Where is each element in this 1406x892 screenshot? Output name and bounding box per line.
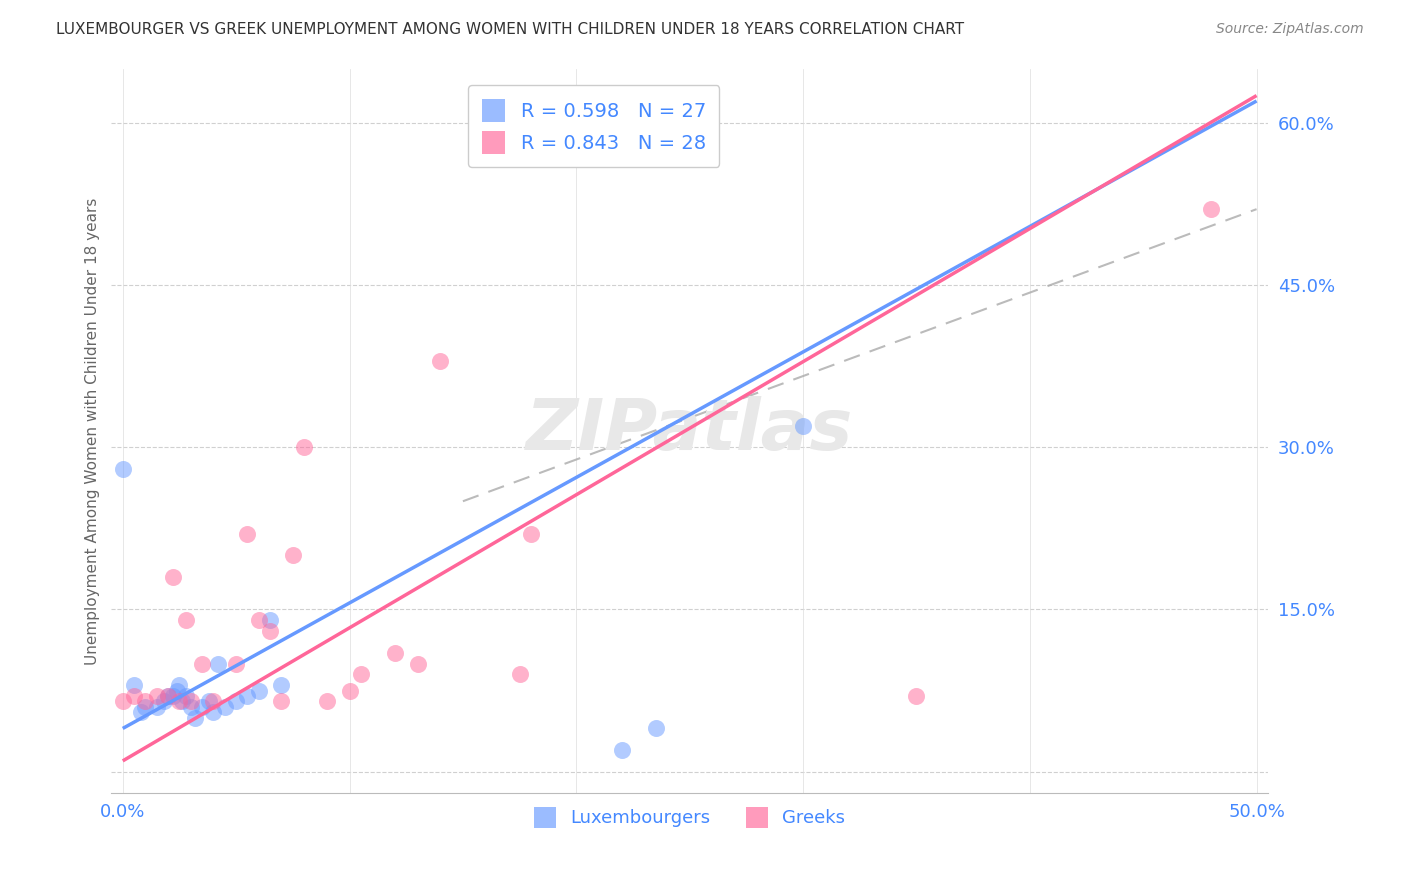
Point bbox=[905, 689, 928, 703]
Point bbox=[350, 667, 373, 681]
Point bbox=[134, 694, 156, 708]
Point bbox=[157, 689, 180, 703]
Point bbox=[169, 678, 191, 692]
Point bbox=[166, 683, 188, 698]
Point bbox=[122, 689, 145, 703]
Text: ZIPatlas: ZIPatlas bbox=[526, 396, 853, 466]
Point bbox=[1199, 202, 1222, 216]
Point bbox=[225, 694, 247, 708]
Point bbox=[259, 613, 281, 627]
Point bbox=[644, 722, 666, 736]
Point bbox=[270, 694, 292, 708]
Point bbox=[339, 683, 361, 698]
Point bbox=[292, 440, 315, 454]
Point bbox=[170, 694, 193, 708]
Point bbox=[198, 694, 221, 708]
Point bbox=[174, 613, 197, 627]
Point bbox=[184, 711, 207, 725]
Point bbox=[162, 570, 184, 584]
Point bbox=[610, 743, 633, 757]
Point bbox=[191, 657, 214, 671]
Point bbox=[174, 689, 197, 703]
Point bbox=[214, 699, 236, 714]
Point bbox=[169, 694, 191, 708]
Point bbox=[384, 646, 406, 660]
Point bbox=[247, 683, 270, 698]
Text: LUXEMBOURGER VS GREEK UNEMPLOYMENT AMONG WOMEN WITH CHILDREN UNDER 18 YEARS CORR: LUXEMBOURGER VS GREEK UNEMPLOYMENT AMONG… bbox=[56, 22, 965, 37]
Point bbox=[281, 549, 304, 563]
Point bbox=[145, 699, 167, 714]
Point bbox=[792, 418, 814, 433]
Point bbox=[191, 699, 214, 714]
Point bbox=[509, 667, 531, 681]
Point bbox=[247, 613, 270, 627]
Point bbox=[111, 462, 134, 476]
Point bbox=[406, 657, 429, 671]
Point bbox=[429, 353, 451, 368]
Point bbox=[162, 689, 184, 703]
Point bbox=[236, 526, 259, 541]
Y-axis label: Unemployment Among Women with Children Under 18 years: Unemployment Among Women with Children U… bbox=[86, 197, 100, 665]
Point bbox=[134, 699, 156, 714]
Point bbox=[259, 624, 281, 638]
Point bbox=[315, 694, 337, 708]
Point bbox=[520, 526, 543, 541]
Point bbox=[207, 657, 229, 671]
Legend: Luxembourgers, Greeks: Luxembourgers, Greeks bbox=[527, 800, 852, 835]
Text: Source: ZipAtlas.com: Source: ZipAtlas.com bbox=[1216, 22, 1364, 37]
Point bbox=[122, 678, 145, 692]
Point bbox=[225, 657, 247, 671]
Point bbox=[180, 699, 202, 714]
Point bbox=[202, 705, 225, 719]
Point bbox=[157, 689, 180, 703]
Point bbox=[202, 694, 225, 708]
Point bbox=[152, 694, 174, 708]
Point bbox=[129, 705, 152, 719]
Point bbox=[270, 678, 292, 692]
Point bbox=[111, 694, 134, 708]
Point bbox=[180, 694, 202, 708]
Point bbox=[236, 689, 259, 703]
Point bbox=[145, 689, 167, 703]
